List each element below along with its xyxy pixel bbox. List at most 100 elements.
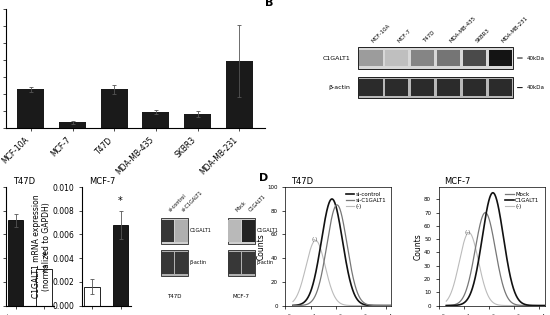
Text: D: D [259, 173, 268, 183]
Bar [228, 250, 255, 276]
Text: MDA-MB-231: MDA-MB-231 [500, 15, 529, 44]
Text: 40kDa: 40kDa [526, 55, 544, 60]
Mock [524, 304, 530, 307]
Bar [489, 79, 512, 96]
Text: C1GALT1: C1GALT1 [248, 194, 267, 213]
Mock [496, 270, 503, 273]
(-) [524, 304, 530, 307]
Bar [242, 220, 255, 242]
(-) [490, 301, 497, 304]
(-) [388, 304, 394, 307]
Mock [443, 304, 449, 307]
Text: T47D: T47D [290, 177, 313, 186]
Text: Mock: Mock [235, 201, 247, 213]
Text: si-C1GALT1: si-C1GALT1 [181, 190, 204, 213]
C1GALT1 [496, 212, 503, 215]
(-) [312, 238, 319, 242]
si-control [388, 304, 394, 307]
Bar [36, 269, 52, 306]
Bar [113, 225, 128, 306]
si-C1GALT1 [290, 304, 296, 307]
Bar [489, 50, 512, 66]
C1GALT1 [541, 304, 548, 307]
Text: *: * [118, 196, 123, 206]
Mock [539, 304, 546, 307]
Bar [161, 220, 174, 242]
Text: MCF-7: MCF-7 [444, 177, 470, 186]
(-) [443, 299, 449, 303]
Text: T47D: T47D [423, 30, 437, 44]
Text: β-actin: β-actin [256, 261, 273, 266]
Bar [411, 79, 435, 96]
(-) [541, 304, 548, 307]
C1GALT1 [443, 304, 449, 307]
Text: β-actin: β-actin [190, 261, 206, 266]
Y-axis label: Counts: Counts [414, 233, 423, 260]
Line: si-control: si-control [293, 199, 391, 306]
Bar [142, 112, 169, 128]
(-) [290, 300, 296, 303]
si-control [328, 197, 335, 201]
(-) [539, 304, 546, 307]
Line: (-): (-) [446, 232, 544, 306]
si-control [337, 222, 343, 226]
Mock [482, 211, 488, 215]
Text: C1GALT1: C1GALT1 [256, 228, 278, 233]
Bar [228, 252, 241, 273]
si-C1GALT1 [337, 207, 343, 210]
si-C1GALT1 [348, 268, 355, 272]
Bar [228, 218, 255, 244]
Text: β-actin: β-actin [328, 85, 350, 90]
Mock [491, 238, 497, 242]
Text: (-): (-) [465, 230, 471, 235]
Text: T47D: T47D [13, 177, 35, 186]
C1GALT1 [490, 191, 496, 195]
si-control [290, 304, 296, 307]
Bar [161, 250, 188, 276]
Bar [161, 252, 174, 273]
Text: MCF-10A: MCF-10A [371, 23, 392, 44]
(-) [337, 301, 344, 305]
Bar [242, 252, 255, 273]
Text: MDA-MB-435: MDA-MB-435 [449, 15, 477, 44]
Bar [17, 89, 45, 128]
Text: 40kDa: 40kDa [526, 85, 544, 90]
Text: *: * [41, 252, 46, 262]
Y-axis label: C1GALT1 mRNA expression
(normalized to GAPDH): C1GALT1 mRNA expression (normalized to G… [32, 195, 51, 298]
Bar [8, 220, 23, 306]
Bar [228, 220, 241, 242]
Bar [184, 114, 211, 128]
si-control [337, 226, 344, 230]
Bar [463, 79, 486, 96]
Text: (-): (-) [311, 238, 317, 242]
(-) [502, 304, 508, 307]
(-) [466, 231, 472, 234]
Bar [358, 77, 513, 98]
Mock [490, 235, 497, 239]
Text: MCF-7: MCF-7 [397, 28, 412, 44]
Bar [411, 50, 435, 66]
(-) [491, 301, 497, 305]
si-C1GALT1 [343, 238, 350, 242]
si-C1GALT1 [370, 304, 377, 307]
Bar [101, 89, 128, 128]
Text: C1GALT1: C1GALT1 [190, 228, 211, 233]
C1GALT1 [490, 191, 497, 195]
(-) [386, 304, 392, 307]
C1GALT1 [539, 304, 546, 307]
si-control [370, 304, 377, 307]
(-) [370, 304, 377, 307]
Mock [541, 304, 548, 307]
Text: C1GALT1: C1GALT1 [322, 55, 350, 60]
Bar [359, 79, 383, 96]
Text: T47D: T47D [167, 294, 182, 299]
Bar [463, 50, 486, 66]
si-C1GALT1 [337, 209, 344, 212]
Text: SKBR3: SKBR3 [475, 28, 491, 44]
Text: si-control: si-control [168, 193, 187, 213]
Bar [437, 50, 460, 66]
C1GALT1 [491, 191, 497, 195]
si-control [348, 284, 355, 288]
Bar [59, 123, 86, 128]
si-control [343, 261, 350, 265]
